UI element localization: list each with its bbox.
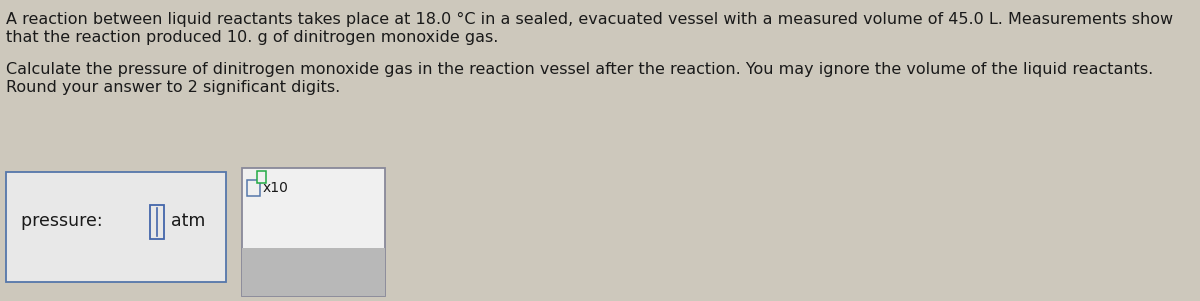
Text: pressure:: pressure: — [20, 213, 108, 231]
Bar — [6, 172, 226, 282]
Bar — [241, 168, 385, 296]
Text: A reaction between liquid reactants takes place at 18.0 °C in a sealed, evacuate: A reaction between liquid reactants take… — [6, 12, 1174, 27]
Text: ×: × — [265, 262, 281, 281]
Text: Round your answer to 2 significant digits.: Round your answer to 2 significant digit… — [6, 80, 341, 95]
Bar — [257, 171, 266, 183]
Text: ?: ? — [354, 262, 365, 281]
Bar — [241, 248, 385, 296]
Text: x10: x10 — [263, 181, 289, 195]
Text: ↺: ↺ — [308, 262, 324, 281]
Text: atm: atm — [170, 213, 205, 231]
Text: Calculate the pressure of dinitrogen monoxide gas in the reaction vessel after t: Calculate the pressure of dinitrogen mon… — [6, 62, 1153, 77]
Bar — [150, 204, 164, 238]
Bar — [247, 180, 260, 196]
Text: that the reaction produced 10. g of dinitrogen monoxide gas.: that the reaction produced 10. g of dini… — [6, 30, 499, 45]
